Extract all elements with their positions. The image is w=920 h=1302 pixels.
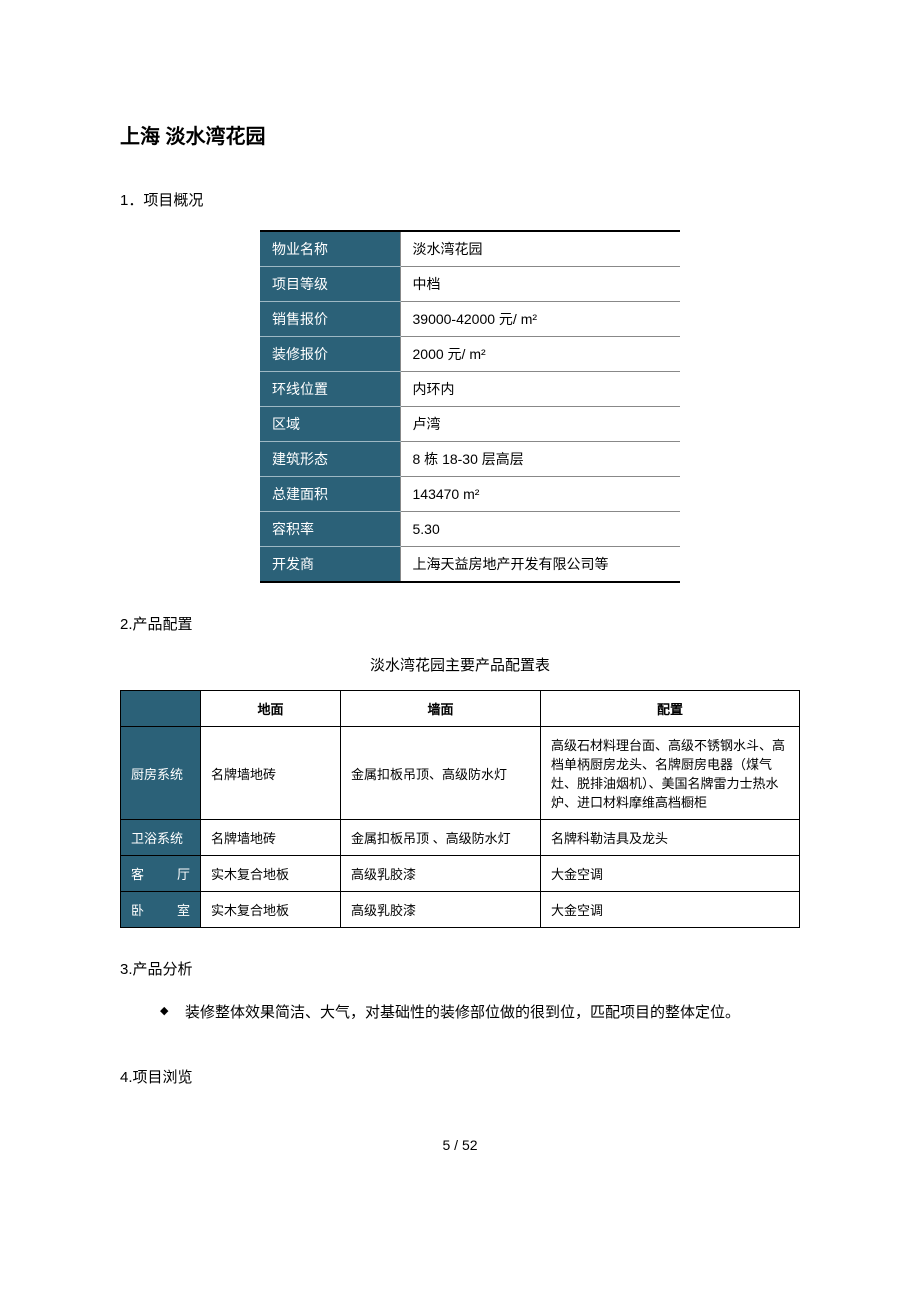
cell: 实木复合地板 — [201, 856, 341, 892]
row-header: 卫浴系统 — [121, 820, 201, 856]
page-number: 5 / 52 — [120, 1137, 800, 1153]
config-table: 地面 墙面 配置 厨房系统 名牌墙地砖 金属扣板吊顶、高级防水灯 高级石材料理台… — [120, 690, 800, 928]
cell: 高级乳胶漆 — [341, 892, 541, 928]
section4-heading: 4.项目浏览 — [120, 1066, 800, 1087]
info-value: 上海天益房地产开发有限公司等 — [400, 547, 680, 583]
cell: 高级乳胶漆 — [341, 856, 541, 892]
info-label: 项目等级 — [260, 267, 400, 302]
section1-heading: 1．项目概况 — [120, 189, 800, 210]
column-header: 墙面 — [341, 691, 541, 727]
info-value: 39000-42000 元/ m² — [400, 302, 680, 337]
info-label: 建筑形态 — [260, 442, 400, 477]
row-header: 卧室 — [121, 892, 201, 928]
table-row: 项目等级中档 — [260, 267, 680, 302]
section2-heading: 2.产品配置 — [120, 613, 800, 634]
info-value: 5.30 — [400, 512, 680, 547]
info-label: 区域 — [260, 407, 400, 442]
info-label: 销售报价 — [260, 302, 400, 337]
cell: 金属扣板吊顶、高级防水灯 — [341, 727, 541, 820]
info-value: 中档 — [400, 267, 680, 302]
row-header: 厨房系统 — [121, 727, 201, 820]
info-label: 物业名称 — [260, 231, 400, 267]
row-header: 客厅 — [121, 856, 201, 892]
info-value: 2000 元/ m² — [400, 337, 680, 372]
page-title: 上海 淡水湾花园 — [120, 120, 800, 149]
table-row: 销售报价39000-42000 元/ m² — [260, 302, 680, 337]
table-row: 建筑形态8 栋 18-30 层高层 — [260, 442, 680, 477]
info-label: 开发商 — [260, 547, 400, 583]
cell: 大金空调 — [541, 892, 800, 928]
table-row: 容积率5.30 — [260, 512, 680, 547]
table-header-row: 地面 墙面 配置 — [121, 691, 800, 727]
cell: 高级石材料理台面、高级不锈钢水斗、高档单柄厨房龙头、名牌厨房电器（煤气灶、脱排油… — [541, 727, 800, 820]
table-row: 物业名称淡水湾花园 — [260, 231, 680, 267]
cell: 名牌墙地砖 — [201, 727, 341, 820]
info-label: 总建面积 — [260, 477, 400, 512]
info-value: 内环内 — [400, 372, 680, 407]
corner-cell — [121, 691, 201, 727]
analysis-list: 装修整体效果简洁、大气，对基础性的装修部位做的很到位，匹配项目的整体定位。 — [120, 999, 800, 1026]
table-row: 厨房系统 名牌墙地砖 金属扣板吊顶、高级防水灯 高级石材料理台面、高级不锈钢水斗… — [121, 727, 800, 820]
config-table-title: 淡水湾花园主要产品配置表 — [120, 654, 800, 675]
cell: 名牌墙地砖 — [201, 820, 341, 856]
info-label: 环线位置 — [260, 372, 400, 407]
table-row: 客厅 实木复合地板 高级乳胶漆 大金空调 — [121, 856, 800, 892]
list-item: 装修整体效果简洁、大气，对基础性的装修部位做的很到位，匹配项目的整体定位。 — [160, 999, 800, 1026]
cell: 实木复合地板 — [201, 892, 341, 928]
info-label: 装修报价 — [260, 337, 400, 372]
info-value: 卢湾 — [400, 407, 680, 442]
table-row: 环线位置内环内 — [260, 372, 680, 407]
table-row: 总建面积143470 m² — [260, 477, 680, 512]
info-value: 143470 m² — [400, 477, 680, 512]
table-row: 装修报价2000 元/ m² — [260, 337, 680, 372]
table-row: 开发商上海天益房地产开发有限公司等 — [260, 547, 680, 583]
table-row: 卫浴系统 名牌墙地砖 金属扣板吊顶 、高级防水灯 名牌科勒洁具及龙头 — [121, 820, 800, 856]
info-value: 8 栋 18-30 层高层 — [400, 442, 680, 477]
cell: 金属扣板吊顶 、高级防水灯 — [341, 820, 541, 856]
table-row: 卧室 实木复合地板 高级乳胶漆 大金空调 — [121, 892, 800, 928]
cell: 大金空调 — [541, 856, 800, 892]
column-header: 地面 — [201, 691, 341, 727]
column-header: 配置 — [541, 691, 800, 727]
section3-heading: 3.产品分析 — [120, 958, 800, 979]
info-value: 淡水湾花园 — [400, 231, 680, 267]
info-table: 物业名称淡水湾花园 项目等级中档 销售报价39000-42000 元/ m² 装… — [260, 230, 680, 583]
info-label: 容积率 — [260, 512, 400, 547]
cell: 名牌科勒洁具及龙头 — [541, 820, 800, 856]
table-row: 区域卢湾 — [260, 407, 680, 442]
